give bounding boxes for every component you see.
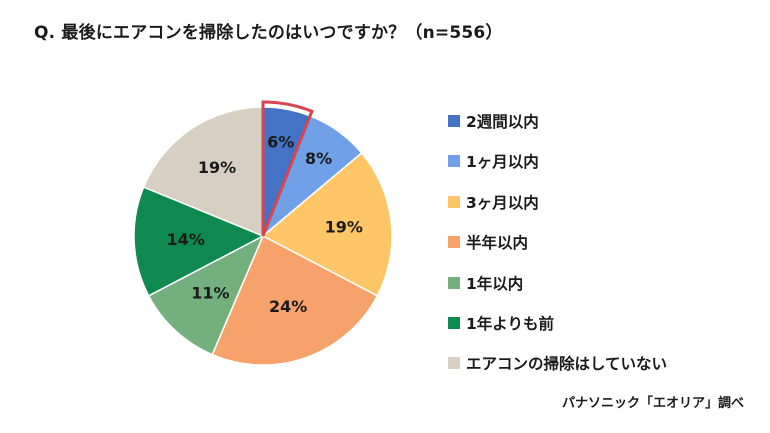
- legend-item-2: 1ヶ月以内: [448, 148, 667, 174]
- pie-slice-6: [133, 186, 265, 297]
- legend-swatch-3: [448, 195, 460, 208]
- pie-slice-5: [147, 234, 265, 356]
- legend-item-7: エアコンの掃除はしていない: [448, 350, 667, 376]
- legend-label-6: 1年よりも前: [466, 314, 554, 333]
- legend-swatch-4: [448, 236, 460, 249]
- legend-swatch-6: [448, 316, 460, 329]
- legend: 2週間以内 1ヶ月以内 3ヶ月以内半年以内 1年以内 1年よりも前エアコンの掃除はしてい…: [448, 108, 667, 391]
- pie-chart: 6% 8% 19% 24% 11% 14% 19%: [133, 100, 393, 366]
- legend-label-7: エアコンの掃除はしていない: [466, 355, 668, 374]
- legend-label-3: 3ヶ月以内: [466, 193, 539, 212]
- legend-item-4: 半年以内: [448, 229, 667, 255]
- chart-title: Q. 最後にエアコンを掃除したのはいつですか？（n=556）: [34, 23, 503, 43]
- legend-item-1: 2週間以内: [448, 108, 667, 134]
- legend-item-3: 3ヶ月以内: [448, 189, 667, 215]
- pie-slice-7: [142, 106, 264, 238]
- slice-value-label-4: 24%: [269, 297, 307, 316]
- slice-value-label-6: 14%: [167, 230, 205, 249]
- source-note: パナソニック「エオリア」調べ: [561, 396, 744, 411]
- slice-value-label-2: 8%: [305, 149, 332, 168]
- legend-swatch-2: [448, 155, 460, 168]
- slice-value-label-5: 11%: [191, 283, 229, 302]
- legend-swatch-7: [448, 357, 460, 370]
- slice-value-label-1: 6%: [267, 133, 294, 152]
- slice-value-label-3: 19%: [325, 218, 363, 237]
- legend-item-5: 1年以内: [448, 270, 667, 296]
- slice-value-label-7: 19%: [198, 158, 236, 177]
- legend-label-2: 1ヶ月以内: [466, 153, 539, 172]
- legend-item-6: 1年よりも前: [448, 310, 667, 336]
- pie-slice-3: [261, 151, 393, 297]
- highlight-outline: [261, 100, 314, 237]
- legend-swatch-5: [448, 276, 460, 289]
- legend-swatch-1: [448, 115, 460, 127]
- pie-slice-4: [211, 234, 379, 366]
- legend-label-5: 1年以内: [466, 274, 524, 293]
- legend-label-4: 半年以内: [466, 234, 529, 253]
- legend-label-1: 2週間以内: [466, 113, 539, 131]
